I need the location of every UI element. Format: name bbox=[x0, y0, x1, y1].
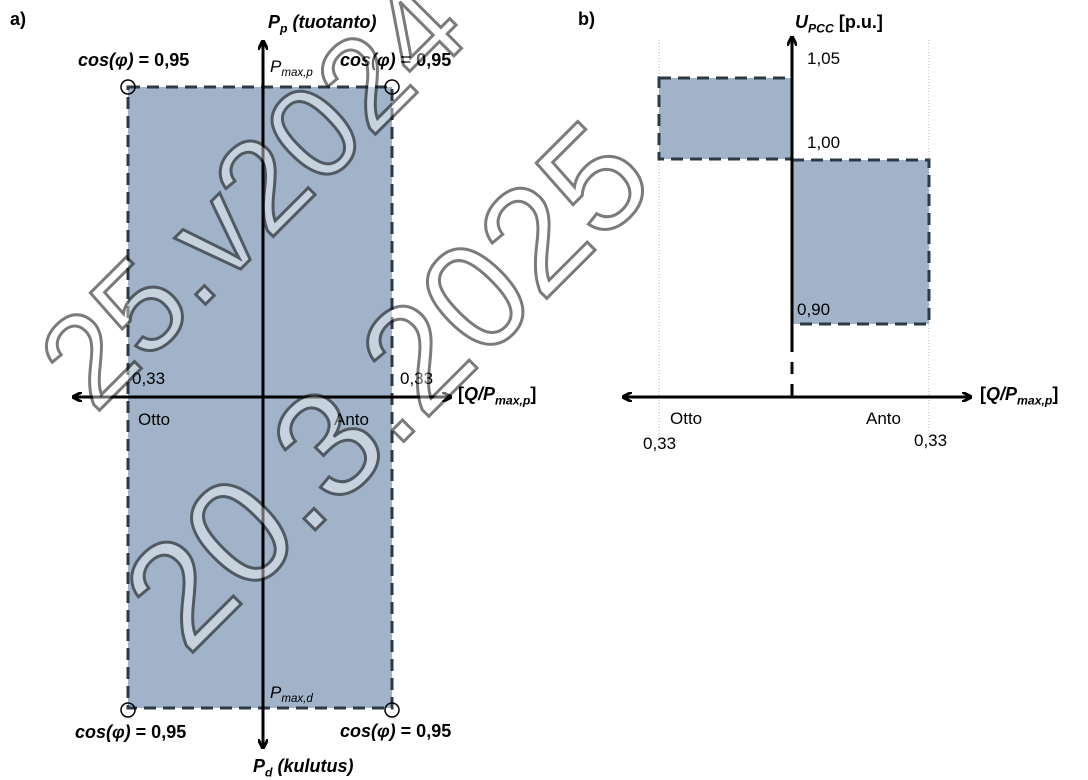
panel-a-otto-label: Otto bbox=[138, 410, 171, 429]
cos-phi-bottom-right: cos(φ) = 0,95 bbox=[340, 721, 452, 741]
panel-b-x-axis-label: [Q/Pmax,p] bbox=[980, 384, 1059, 408]
corner-marker-top-right bbox=[384, 79, 400, 95]
panel-b-label: b) bbox=[578, 9, 595, 29]
cos-phi-bottom-left: cos(φ) = 0,95 bbox=[75, 722, 187, 742]
panel-a-y-axis-bottom-label: Pd (kulutus) bbox=[253, 756, 354, 780]
corner-marker-top-left bbox=[120, 79, 136, 95]
panel-a-right-value: 0,33 bbox=[400, 369, 434, 388]
panel-b-y-axis-label: UPCC [p.u.] bbox=[795, 12, 883, 36]
panel-a-x-axis-label: [Q/Pmax,p] bbox=[458, 384, 537, 408]
corner-marker-bottom-left bbox=[120, 702, 136, 718]
panel-a-anto-label: Anto bbox=[334, 410, 369, 429]
pmax-p-label: Pmax,p bbox=[270, 57, 313, 80]
panel-a-label: a) bbox=[10, 9, 27, 29]
corner-marker-bottom-right bbox=[384, 702, 400, 718]
u-value-1-00: 1,00 bbox=[807, 133, 841, 152]
panel-b-anto-label: Anto bbox=[866, 409, 901, 428]
cos-phi-top-left: cos(φ) = 0,95 bbox=[78, 50, 190, 70]
panel-b-left-value: 0,33 bbox=[643, 434, 677, 453]
cos-phi-top-right: cos(φ) = 0,95 bbox=[340, 50, 452, 70]
panel-b-otto-label: Otto bbox=[670, 409, 703, 428]
panel-a-left-value: 0,33 bbox=[132, 369, 166, 388]
u-value-0-90: 0,90 bbox=[797, 300, 831, 319]
pmax-d-label: Pmax,d bbox=[270, 683, 313, 706]
panel-a-y-axis-top-label: Pp (tuotanto) bbox=[268, 12, 377, 36]
u-value-1-05: 1,05 bbox=[807, 49, 841, 68]
panel-b-absorb-area bbox=[657, 76, 794, 161]
panel-b-right-value: 0,33 bbox=[914, 431, 948, 450]
